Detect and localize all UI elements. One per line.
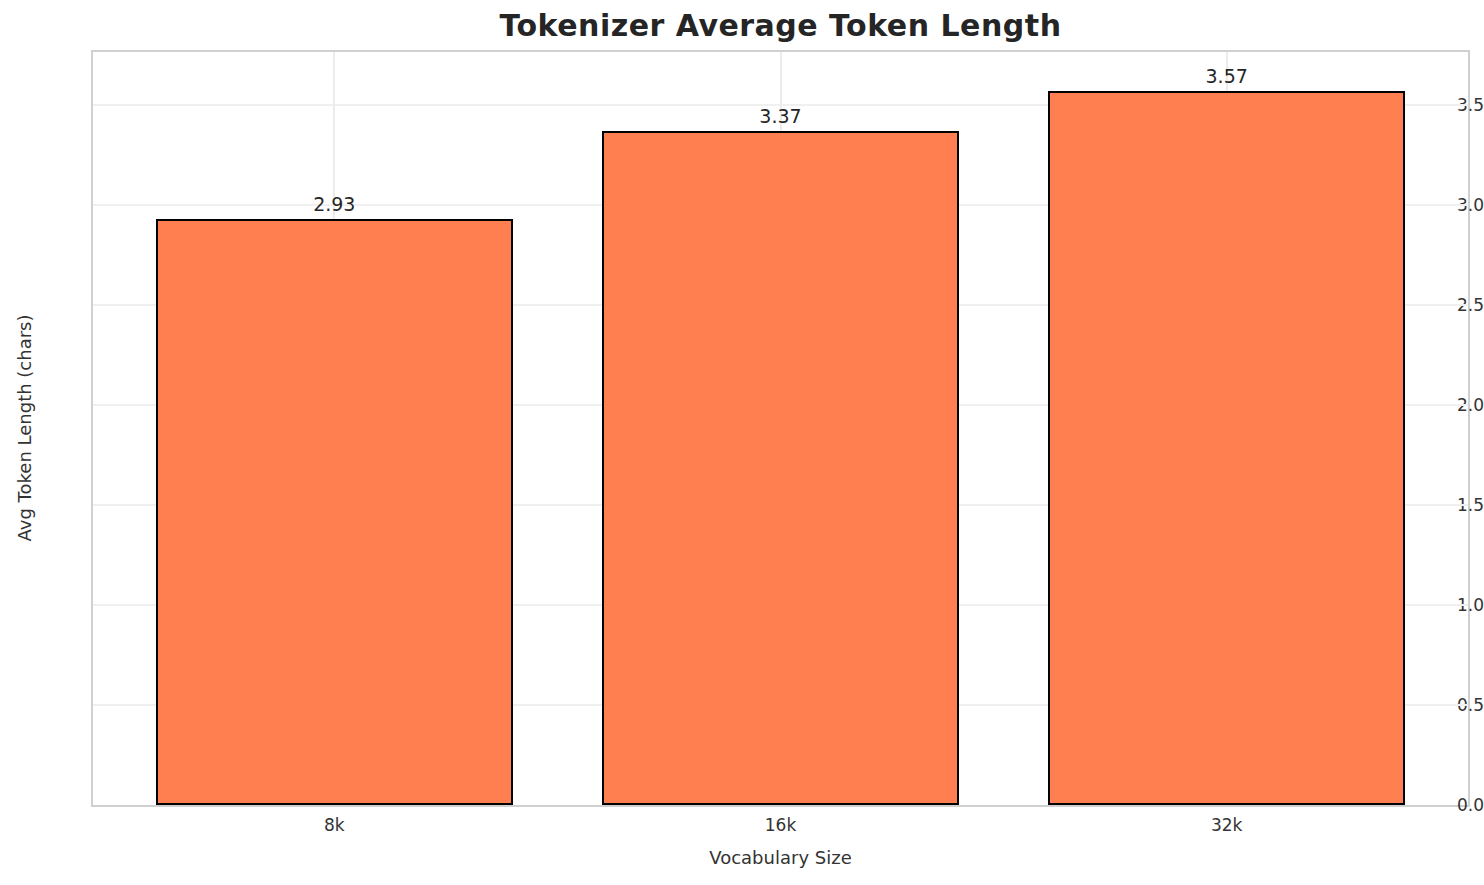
plot-area: 2.93 3.37 3.57 — [91, 50, 1470, 807]
x-tick-label: 8k — [324, 815, 345, 835]
bar-value-label: 3.37 — [759, 105, 801, 127]
bar-value-label: 3.57 — [1206, 65, 1248, 87]
y-tick-label: 0.0 — [1409, 794, 1484, 816]
figure: Tokenizer Average Token Length Avg Token… — [0, 0, 1484, 885]
bar-16k — [602, 131, 959, 805]
x-axis-label: Vocabulary Size — [91, 847, 1470, 868]
x-tick-label: 32k — [1211, 815, 1242, 835]
bar-32k — [1048, 91, 1405, 805]
chart-title: Tokenizer Average Token Length — [91, 8, 1470, 43]
x-tick-label: 16k — [765, 815, 796, 835]
bar-value-label: 2.93 — [313, 193, 355, 215]
y-axis-label: Avg Token Length (chars) — [14, 315, 35, 542]
bar-8k — [156, 219, 513, 805]
